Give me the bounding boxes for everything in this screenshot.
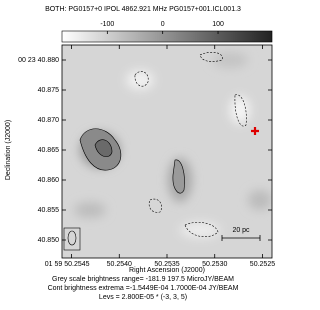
note: Cont brightness extrema =-1.5449E-04 1.7…: [48, 285, 239, 292]
chart-title: BOTH: PG0157+0 IPOL 4862.921 MHz PG0157+…: [45, 6, 241, 13]
y-tick-label: 40.875: [38, 87, 60, 94]
x-tick-label: 50.2540: [107, 261, 132, 268]
y-axis-label: Declination (J2000): [5, 120, 12, 180]
marker: [251, 127, 259, 135]
y-tick-label: 40.860: [38, 177, 60, 184]
beam-box: [63, 227, 81, 251]
x-tick-label: 01 59 50.2545: [45, 261, 90, 268]
y-tick-label: 40.865: [38, 147, 60, 154]
scale-label: 20 pc: [232, 227, 250, 234]
y-tick-label: 00 23 40.880: [18, 57, 59, 64]
beam: [67, 230, 77, 246]
x-tick-label: 50.2525: [250, 261, 275, 268]
scale-bar: [221, 235, 261, 241]
chart: BOTH: PG0157+0 IPOL 4862.921 MHz PG0157+…: [5, 6, 275, 301]
contours: [79, 51, 247, 238]
y-tick-label: 40.850: [38, 237, 60, 244]
note: Levs = 2.800E-05 * (-3, 3, 5): [99, 294, 187, 301]
colorbar-tick-label: 0: [161, 21, 165, 28]
colorbar-tick-label: 100: [212, 21, 224, 28]
y-tick-label: 40.855: [38, 207, 60, 214]
y-tick-label: 40.870: [38, 117, 60, 124]
x-tick-label: 50.2535: [154, 261, 179, 268]
axes: 01 59 50.2545 50.2540 50.2535 50.2530 50.252…: [18, 21, 275, 268]
colorbar: [61, 30, 273, 43]
x-tick-label: 50.2530: [202, 261, 227, 268]
colorbar-tick-label: -100: [100, 21, 114, 28]
note: Grey scale brightness range= -181.9 197.…: [52, 276, 234, 283]
x-axis-label: Right Ascension (J2000): [129, 267, 205, 274]
